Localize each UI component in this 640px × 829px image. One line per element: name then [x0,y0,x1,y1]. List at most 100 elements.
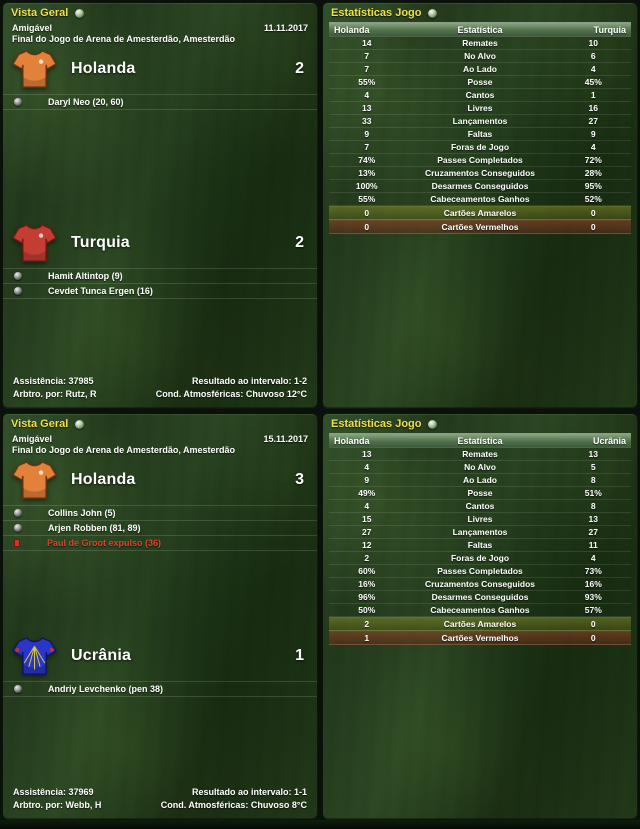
event-player-text[interactable]: Arjen Robben (81, 89) [48,523,141,533]
football-icon [14,685,22,693]
competition-label: Amigável [12,434,53,444]
event-player-text[interactable]: Hamit Altintop (9) [48,271,123,281]
stat-row: 13 Remates 13 [329,448,631,461]
match-footer: Assistência: 37969 Arbtro. por: Webb, H … [13,786,307,812]
match2-overview-panel: Vista Geral Amigável 15.11.2017 Final do… [2,413,318,820]
stat-row: 12 Faltas 11 [329,539,631,552]
event-player-text[interactable]: Paul de Groot expulso (36) [47,538,162,548]
away-team-name[interactable]: Turquia [71,234,130,251]
away-team-score: 2 [295,234,304,251]
stats-header-away-team: Ucrânia [592,435,626,446]
goal-scorer-row: Andriy Levchenko (pen 38) [3,682,317,697]
stats-header-away-team: Turquia [593,24,626,35]
stat-label: Cruzamentos Conseguidos [424,168,536,178]
goal-scorer-row: Arjen Robben (81, 89) [3,521,317,536]
stats-header-label: Estatística [457,435,503,446]
home-team-name[interactable]: Holanda [71,60,136,77]
event-player-text[interactable]: Andriy Levchenko (pen 38) [48,684,164,694]
stat-home-value: 60% [358,566,376,576]
attendance-label: Assistência: 37969 [13,787,94,797]
stat-home-value: 7 [364,64,370,74]
stat-label: Cantos [465,501,495,511]
match-header: Amigável 15.11.2017 Final do Jogo de Are… [3,431,317,455]
venue-label: Final do Jogo de Arena de Amesterdão, Am… [12,34,236,44]
home-team-name[interactable]: Holanda [71,471,136,488]
stat-away-value: 10 [588,38,598,48]
stat-row: 0 Cartões Amarelos 0 [329,206,631,220]
event-player-text[interactable]: Collins John (5) [48,508,116,518]
away-events-list: Hamit Altintop (9) Cevdet Tunca Ergen (16… [3,268,317,299]
stat-label: Livres [467,514,493,524]
stat-label: Passes Completados [437,566,523,576]
stat-label: Cartões Amarelos [443,208,517,218]
referee-label: Arbtro. por: Webb, H [13,800,102,810]
match2-stats-panel: Estatísticas Jogo Holanda Estatística Ucrâ… [322,413,638,820]
panel-options-orb-icon[interactable] [75,8,85,18]
stat-away-value: 13 [588,514,598,524]
panel-header: Estatísticas Jogo [323,414,637,431]
stat-home-value: 33 [362,116,372,126]
stat-away-value: 4 [590,553,596,563]
stat-away-value: 45% [584,77,602,87]
stat-home-value: 0 [364,208,370,218]
home-team-score: 3 [295,471,304,488]
stat-away-value: 27 [588,527,598,537]
stat-home-value: 15 [362,514,372,524]
weather-label: Cond. Atmosféricas: Chuvoso 8°C [160,800,307,810]
away-team-row: Turquia 2 [3,218,317,268]
stat-away-value: 93% [584,592,602,602]
stat-row: 96% Desarmes Conseguidos 93% [329,591,631,604]
event-player-text[interactable]: Daryl Neo (20, 60) [48,97,124,107]
stat-label: Passes Completados [437,155,523,165]
halftime-result-label: Resultado ao intervalo: 1-1 [191,787,307,797]
stat-away-value: 8 [590,475,596,485]
stat-row: 9 Faltas 9 [329,128,631,141]
stat-away-value: 4 [590,142,596,152]
stat-row: 2 Cartões Amarelos 0 [329,617,631,631]
home-events-list: Daryl Neo (20, 60) [3,94,317,110]
stat-label: Cantos [465,90,495,100]
stat-row: 15 Livres 13 [329,513,631,526]
away-team-row: Ucrânia 1 [3,631,317,681]
stat-away-value: 11 [588,540,598,550]
panel-header: Vista Geral [3,414,317,431]
stat-label: Cartões Amarelos [443,619,517,629]
match1-overview-panel: Vista Geral Amigável 11.11.2017 Final do… [2,2,318,409]
stat-home-value: 4 [364,501,370,511]
goal-scorer-row: Cevdet Tunca Ergen (16) [3,284,317,299]
stat-label: Cartões Vermelhos [441,222,519,232]
stat-away-value: 95% [584,181,602,191]
stat-away-value: 0 [590,222,596,232]
stat-row: 55% Cabeceamentos Ganhos 52% [329,193,631,206]
competition-label: Amigável [12,23,53,33]
stat-home-value: 4 [364,90,370,100]
away-team-name[interactable]: Ucrânia [71,647,132,664]
stat-away-value: 51% [584,488,602,498]
stat-home-value: 96% [358,592,376,602]
football-icon [14,287,22,295]
stat-away-value: 8 [590,501,596,511]
home-events-list: Collins John (5) Arjen Robben (81, 89) Pau… [3,505,317,551]
panel-title: Estatísticas Jogo [331,418,422,430]
stat-row: 4 No Alvo 5 [329,461,631,474]
panel-options-orb-icon[interactable] [428,419,438,429]
stat-away-value: 13 [588,449,598,459]
football-icon [14,524,22,532]
stats-header-label: Estatística [457,24,503,35]
stat-home-value: 13% [358,168,376,178]
match-date: 11.11.2017 [263,23,308,33]
stat-label: Lançamentos [452,116,508,126]
stat-row: 1 Cartões Vermelhos 0 [329,631,631,645]
match-footer: Assistência: 37985 Arbtro. por: Rutz, R … [13,375,307,401]
stat-row: 14 Remates 10 [329,37,631,50]
panel-options-orb-icon[interactable] [428,8,438,18]
attendance-label: Assistência: 37985 [13,376,94,386]
stat-row: 33 Lançamentos 27 [329,115,631,128]
home-shirt-icon [12,460,57,501]
stat-label: Ao Lado [463,64,497,74]
panel-options-orb-icon[interactable] [75,419,85,429]
event-player-text[interactable]: Cevdet Tunca Ergen (16) [48,286,153,296]
stat-home-value: 4 [364,462,370,472]
stat-away-value: 0 [590,619,596,629]
